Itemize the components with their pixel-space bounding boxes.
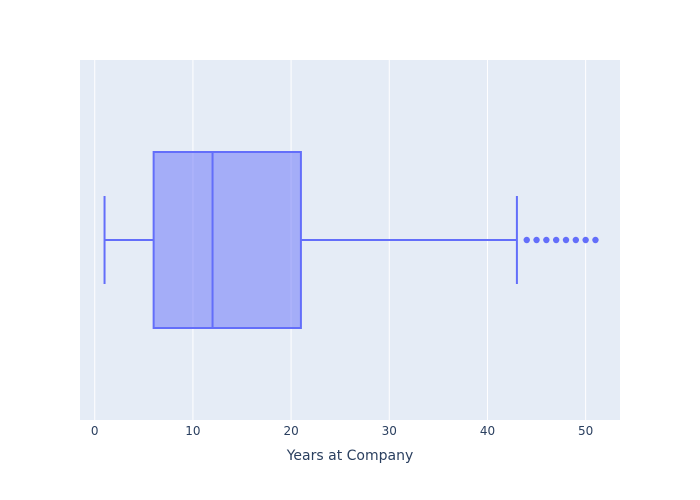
outlier-point-6 — [582, 236, 589, 244]
outlier-point-7 — [592, 236, 599, 244]
x-tick-label-50: 50 — [578, 424, 593, 438]
outlier-point-3 — [552, 236, 560, 244]
outlier-point-1 — [533, 236, 540, 244]
box-series — [103, 151, 599, 329]
outlier-point-4 — [562, 236, 570, 244]
x-tick-label-40: 40 — [480, 424, 495, 438]
outlier-point-5 — [572, 236, 580, 244]
x-axis-title: Years at Company — [286, 448, 414, 464]
x-tick-label-30: 30 — [382, 424, 397, 438]
x-tick-label-0: 0 — [91, 424, 99, 438]
outlier-point-2 — [543, 236, 550, 244]
x-tick-label-10: 10 — [185, 424, 200, 438]
outlier-point-0 — [523, 236, 530, 244]
box-iqr — [152, 151, 302, 329]
x-tick-labels: 0 10 20 30 40 50 — [91, 424, 593, 438]
x-tick-label-20: 20 — [283, 424, 298, 438]
